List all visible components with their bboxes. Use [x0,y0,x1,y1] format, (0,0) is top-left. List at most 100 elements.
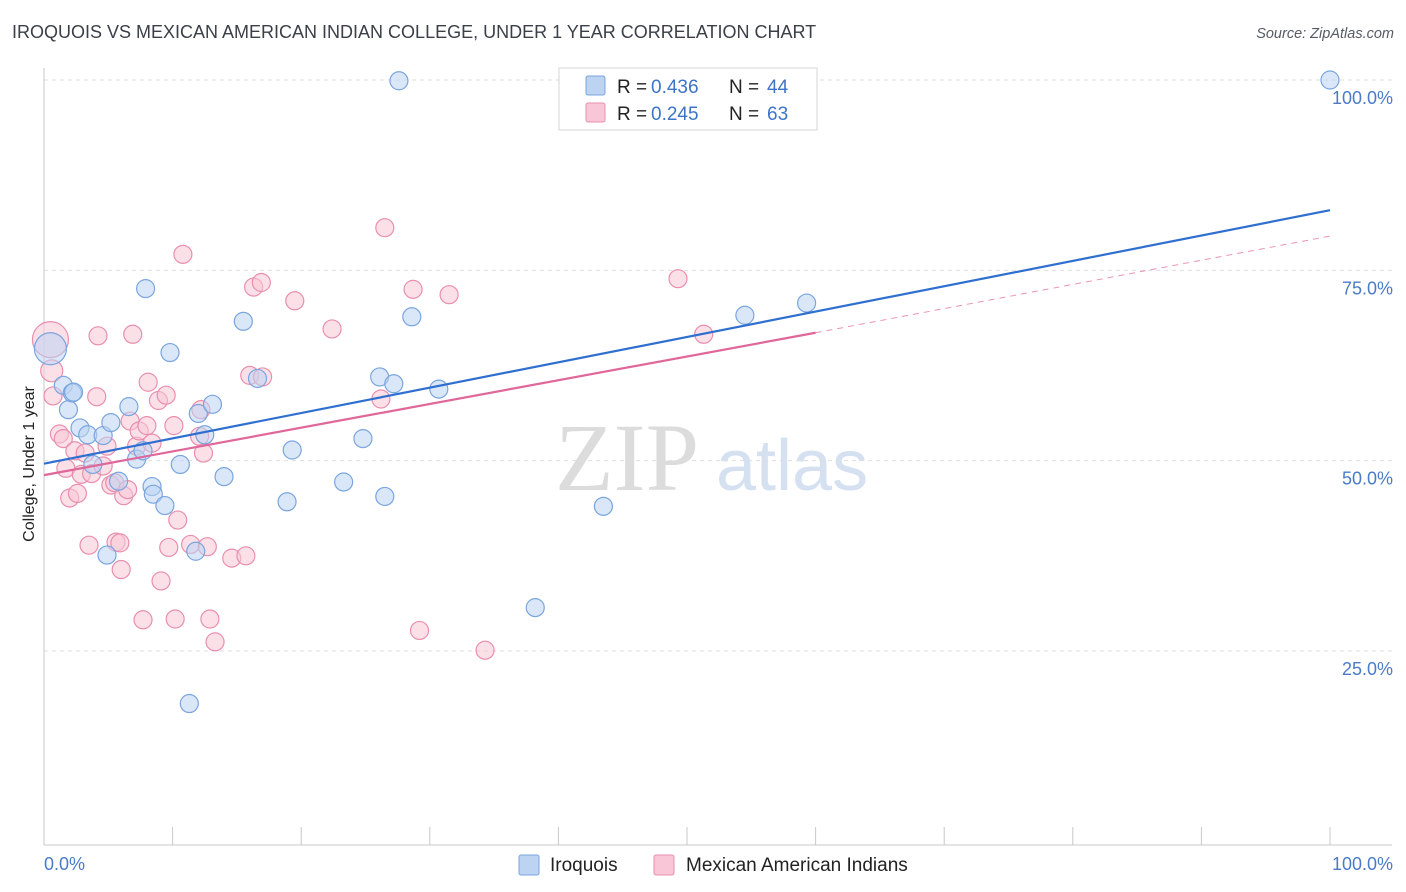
mexican-point-57 [409,620,430,641]
iroquois-point-28 [282,440,302,460]
iroquois-point-15 [143,484,163,504]
series-iroquois-points [33,70,1340,714]
iroquois-point-27 [277,492,297,512]
iroquois-point-41 [1320,70,1340,90]
iroquois-point-10 [108,471,129,491]
stats-legend-n-label-iroquois: N = [729,77,759,98]
bottom-legend-swatch-mexican [653,854,675,876]
bottom-legend-label-mexican: Mexican American Indians [686,855,908,876]
iroquois-point-19 [179,693,199,714]
x-tick-labels: 0.0% 100.0% [44,854,1393,874]
mexican-point-37 [165,609,185,629]
iroquois-point-39 [735,305,755,325]
iroquois-point-22 [195,425,215,445]
bottom-legend-swatch-iroquois [518,854,540,876]
x-tick-label-max: 100.0% [1332,854,1393,874]
trend-line-mexican-dashed [815,235,1331,334]
stats-legend-swatch-mexican [585,102,606,123]
iroquois-point-21 [188,403,208,424]
iroquois-point-23 [202,394,223,414]
stats-legend-n-value-mexican: 63 [767,104,788,125]
iroquois-point-16 [155,495,175,516]
mexican-point-45 [200,609,220,629]
chart-source: Source: ZipAtlas.com [1256,26,1394,42]
iroquois-point-9 [101,413,121,433]
mexican-point-25 [123,324,143,344]
bottom-legend-label-iroquois: Iroquois [550,855,618,876]
stats-legend-r-value-iroquois: 0.436 [651,77,699,98]
mexican-point-46 [205,632,225,652]
watermark-atlas: atlas [716,426,868,506]
trend-lines [43,209,1331,477]
mexican-point-36 [164,416,184,436]
axes [43,68,1392,846]
mexican-point-11 [79,535,99,555]
bottom-legend: Iroquois Mexican American Indians [518,854,908,876]
iroquois-point-11 [119,397,139,417]
trend-line-mexican-solid [43,331,816,477]
iroquois-point-2 [58,400,79,420]
iroquois-point-32 [375,486,395,507]
iroquois-point-40 [796,293,817,313]
iroquois-point-20 [186,541,206,561]
iroquois-point-33 [384,374,404,394]
x-tick-label-min: 0.0% [44,854,85,874]
mexican-point-14 [88,326,108,346]
watermark: ZIP atlas [555,404,868,511]
mexican-point-35 [159,537,179,558]
stats-legend-swatch-iroquois [585,75,606,96]
y-axis-label: College, Under 1 year [21,386,38,542]
mexican-point-48 [236,546,256,566]
y-tick-labels: 25.0% 50.0% 75.0% 100.0% [1332,88,1393,679]
iroquois-point-42 [135,279,156,299]
stats-legend-r-label-iroquois: R = [617,77,647,98]
mexican-point-56 [403,279,423,299]
stats-legend-n-value-iroquois: 44 [767,77,789,98]
stats-legend-r-value-mexican: 0.245 [651,104,699,125]
iroquois-point-37 [525,598,545,618]
y-tick-label-25: 25.0% [1342,659,1393,679]
mexican-point-4 [53,428,73,449]
iroquois-point-18 [170,454,190,475]
stats-legend-r-label-mexican: R = [617,104,647,125]
mexican-point-38 [168,510,188,530]
iroquois-point-38 [593,496,614,516]
mexican-point-58 [439,285,459,305]
y-tick-label-50: 50.0% [1342,469,1393,489]
iroquois-point-30 [353,428,373,449]
trend-line-iroquois [43,209,1331,465]
iroquois-point-26 [247,368,268,389]
mexican-point-33 [151,571,171,591]
y-tick-label-100: 100.0% [1332,88,1393,108]
mexican-point-52 [285,291,305,311]
stats-legend-n-label-mexican: N = [729,104,759,125]
iroquois-point-17 [160,342,180,363]
y-tick-label-75: 75.0% [1342,278,1393,298]
chart-title: IROQUOIS VS MEXICAN AMERICAN INDIAN COLL… [12,22,816,42]
iroquois-point-24 [214,467,234,487]
mexican-point-13 [87,387,107,407]
mexican-point-34 [156,385,176,405]
mexican-point-28 [133,610,153,630]
iroquois-point-0 [33,332,68,366]
mexican-point-59 [475,640,495,660]
iroquois-point-29 [334,472,354,492]
mexican-point-53 [322,319,342,339]
mexican-point-55 [375,218,395,238]
mexican-point-20 [110,533,130,553]
mexican-point-60 [668,269,688,289]
iroquois-point-34 [389,71,409,91]
mexican-point-29 [137,416,157,436]
watermark-zip: ZIP [555,404,699,511]
mexican-point-30 [138,372,158,392]
iroquois-point-43 [63,382,84,402]
iroquois-point-35 [402,307,422,327]
iroquois-point-25 [233,311,253,331]
stats-legend: R = 0.436 N = 44 R = 0.245 N = 63 [558,67,818,131]
mexican-point-51 [251,272,271,293]
mexican-point-39 [173,244,193,264]
iroquois-point-8 [97,545,117,565]
mexican-point-21 [111,559,131,580]
iroquois-point-36 [429,379,449,399]
